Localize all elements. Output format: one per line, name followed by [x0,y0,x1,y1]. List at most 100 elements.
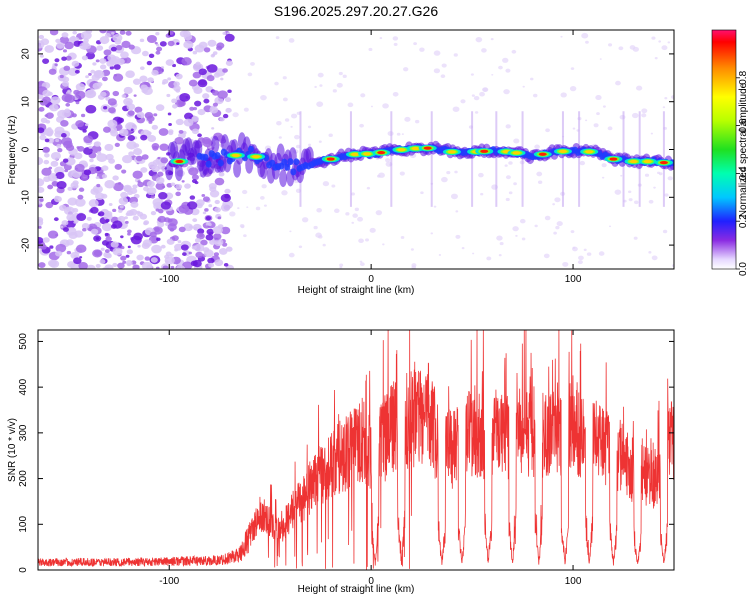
spectrogram-cell [399,171,405,176]
spectrogram-cell [38,225,42,229]
spectrogram-xtick-label: 100 [565,274,582,285]
spectrogram-cell [222,113,229,119]
spectrogram-cell [60,133,67,138]
spectrogram-cell [83,147,93,155]
spectrogram-cell [530,77,534,81]
spectrogram-cell [101,174,108,179]
spectrogram-cell [155,182,165,190]
spectrogram-cell [479,91,485,97]
spectrogram-cell [110,241,119,248]
spectrogram-cell [508,161,513,165]
spectrogram-cell [38,186,45,194]
spectrogram-cell [136,111,145,119]
spectrogram-cell [184,112,194,120]
spectrogram-cell [379,37,383,40]
spectrogram-cell [75,101,80,105]
spectrogram-cell [218,171,225,177]
spectrogram-cell [167,77,172,81]
spectrogram-cell [502,57,509,63]
spectrogram-cell [641,113,647,118]
snr-xlabel: Height of straight line (km) [298,584,415,595]
spectrogram-cell [482,87,488,92]
spectrogram-cell [67,186,73,191]
spectrogram-cell [570,67,575,71]
spectrogram-cell [478,172,484,178]
spectrogram-cell [555,225,560,230]
spectrogram-cell [403,67,409,72]
spectrogram-ytick-label: -20 [21,237,32,252]
spectrogram-cell [79,42,89,50]
spectrogram-cell [55,250,63,257]
spectrogram-cell [65,55,72,61]
spectrogram-cell [74,69,80,74]
spectrogram-cell [38,201,42,205]
spectrogram-cell [572,246,576,249]
spectrogram-cell [41,167,52,176]
spectrogram-cell [114,163,123,170]
spectrogram-cell [274,81,279,86]
spectrogram-cell [125,30,132,36]
spectrogram-cell [203,98,210,104]
spectrogram-cell [52,175,57,179]
spectrogram-cell [139,38,145,43]
spectrogram-cell [365,238,369,242]
spectrogram-cell [49,30,59,36]
snr-ytick-label: 100 [18,516,29,533]
spectrogram-cell [84,89,96,99]
spectrogram-cell [342,74,347,79]
spectrogram-cell [78,187,85,192]
spectrogram-cell [192,50,198,55]
spectrogram-cell [240,225,245,229]
spectrogram-cell [121,169,127,174]
spectrogram-cell [191,174,199,181]
spectrogram-cell [212,226,223,235]
spectrogram-cell [209,106,219,114]
spectrogram-cell [247,72,253,77]
spectrogram-cell [319,84,323,87]
spectrogram-cell [63,65,71,71]
spectrogram-cell [40,244,47,250]
spectrogram-cell [284,163,291,171]
spectrogram-cell [156,43,160,47]
spectrogram-cell [316,207,322,213]
spectrogram-cell [78,262,88,269]
spectrogram-cell [189,195,196,200]
spectrogram-cell [237,207,240,210]
spectrogram-cell [53,217,59,222]
spectrogram-cell [224,33,235,42]
spectrogram-cell [132,215,139,221]
spectrogram-cell [634,200,639,205]
spectrogram-cell [314,85,317,89]
spectrogram-cell [99,58,107,64]
spectrogram-cell [511,49,517,54]
spectrogram-cell [107,54,117,62]
spectrogram-cell [137,181,145,188]
spectrogram-cell [505,175,511,180]
spectrogram-cell [411,146,420,151]
spectrogram-cell [221,242,228,247]
spectrogram-cell [61,220,69,226]
spectrogram-cell [472,252,475,255]
spectrogram-cell [293,158,300,166]
spectrogram-cell [49,245,54,249]
spectrogram-cell [174,136,184,145]
spectrogram-cell [481,48,487,53]
spectrogram-cell [366,186,371,190]
spectrogram-cell [167,40,175,47]
spectrogram-cell [543,253,550,259]
spectrogram-cell [66,207,72,212]
spectrogram-cell [95,59,100,63]
spectrogram-cell [400,236,405,239]
spectrogram-cell [96,45,104,51]
spectrogram-cell [88,199,99,208]
spectrogram-cell [252,155,261,159]
spectrogram-cell [171,235,179,242]
spectrogram-cell [155,50,161,55]
spectrogram-cell [39,54,44,58]
spectrogram-cell [430,111,433,207]
spectrogram-cell [153,201,164,211]
spectrogram-cell [124,216,128,220]
spectrogram-cell [90,69,96,74]
spectrogram-cell [127,127,132,130]
spectrogram-cell [375,210,383,216]
